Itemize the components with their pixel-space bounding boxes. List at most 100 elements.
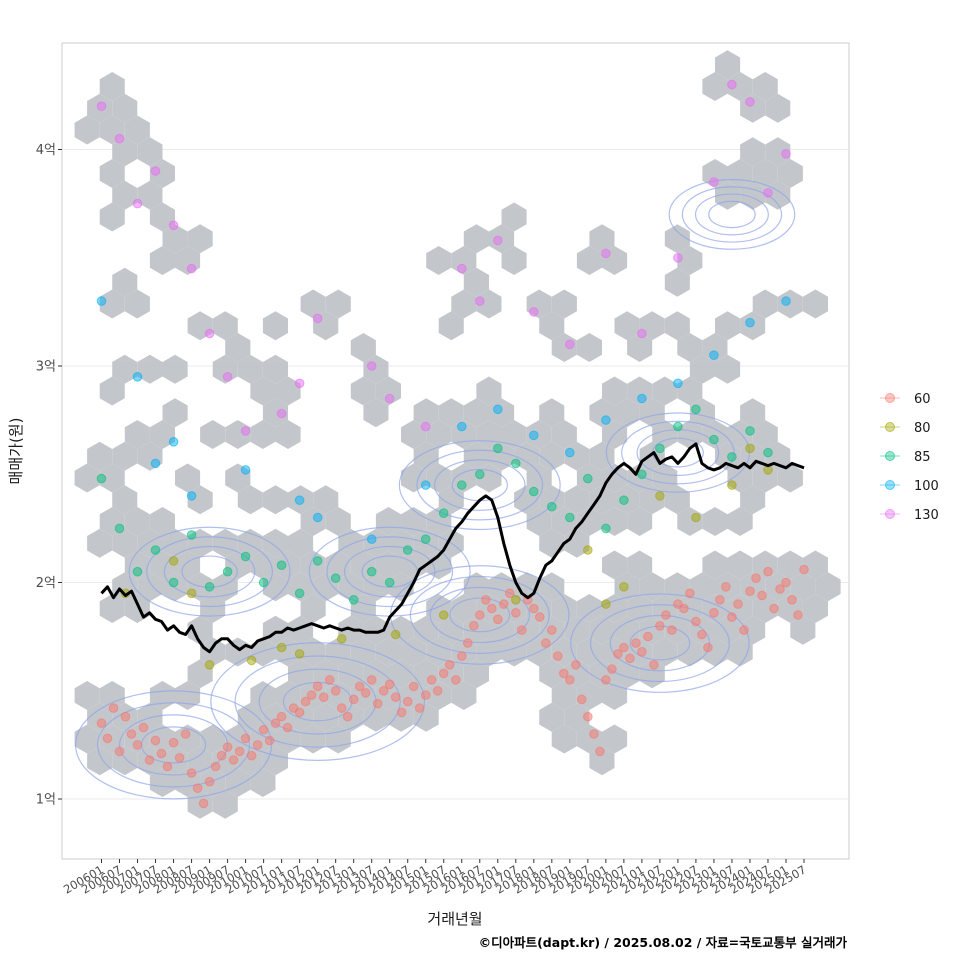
data-point-60: [475, 610, 485, 620]
hexbin-cell: [300, 289, 326, 319]
hexbin-cell: [250, 768, 276, 797]
hexbin-cell: [124, 507, 150, 536]
contour-line: [210, 642, 426, 761]
data-point-60: [721, 582, 731, 592]
hexbin-cell: [426, 681, 452, 710]
hexbin-cell: [702, 550, 728, 580]
data-point-85: [619, 495, 629, 506]
hexbin-cell: [162, 354, 188, 384]
hexbin-cell: [200, 420, 226, 449]
hexbin-cell: [388, 702, 414, 732]
x-axis-title: 거래년월: [427, 910, 482, 928]
hexbin-cell: [715, 615, 741, 645]
data-point-60: [432, 686, 443, 696]
hexbin-cell: [727, 507, 753, 536]
data-point-60: [685, 588, 695, 599]
data-point-60: [222, 742, 233, 752]
data-point-60: [144, 755, 155, 765]
hexbin-cell: [564, 615, 590, 645]
data-point-80: [186, 588, 197, 599]
hexbin-cell: [802, 594, 828, 623]
data-point-85: [294, 588, 305, 599]
hexbin-cell: [250, 681, 276, 710]
hexbin-cell: [149, 246, 175, 275]
hexbin-cell: [426, 246, 452, 275]
hexbin-cell: [137, 354, 163, 384]
data-point-60: [198, 798, 209, 809]
hexbin-cell: [752, 594, 778, 623]
data-point-60: [511, 608, 521, 618]
hexbin-cell: [149, 202, 175, 232]
hexbin-cell: [401, 420, 427, 449]
hexbin-cell: [752, 289, 778, 319]
hexbin-cell: [589, 615, 615, 645]
data-point-130: [366, 361, 377, 371]
hexbin-cell: [124, 420, 150, 449]
data-point-60: [793, 610, 803, 620]
data-point-60: [679, 603, 689, 614]
hexbin-cell: [275, 550, 301, 580]
data-point-85: [457, 480, 467, 490]
data-point-60: [643, 631, 653, 642]
hexbin-cell: [200, 724, 226, 754]
data-point-130: [186, 263, 197, 274]
data-point-60: [493, 614, 503, 625]
hexbin-cell: [539, 398, 565, 428]
hexbin-cell: [740, 615, 766, 645]
hexbin-cell: [576, 637, 602, 667]
data-point-60: [547, 625, 557, 635]
hexbin-cell: [438, 398, 464, 428]
hexbin-cell: [99, 463, 125, 493]
data-point-60: [481, 595, 491, 605]
hexbin-cell: [539, 441, 565, 471]
hexbin-cell: [677, 333, 703, 362]
hexbin-cell: [539, 311, 565, 341]
data-point-60: [469, 621, 479, 631]
hexbin-cell: [551, 724, 577, 754]
hexbin-cell: [501, 202, 527, 232]
data-point-130: [475, 296, 485, 306]
data-point-60: [378, 686, 389, 696]
hexbin-cell: [149, 550, 175, 580]
hexbin-cell: [237, 746, 263, 776]
legend-key-point: [885, 480, 895, 490]
hexbin-cell: [627, 550, 653, 580]
data-point-100: [294, 495, 305, 506]
hexbin-cell: [576, 333, 602, 362]
hexbin-cell: [476, 376, 502, 406]
data-point-60: [360, 688, 371, 698]
hexbin-cell: [426, 637, 452, 667]
contour-line: [621, 420, 735, 485]
hexbin-cell: [262, 354, 288, 384]
data-point-130: [384, 393, 395, 404]
data-point-60: [781, 577, 791, 588]
hexbin-cell: [765, 137, 791, 167]
hexbin-cell: [451, 289, 477, 319]
hexbin-cell: [112, 485, 138, 515]
data-point-60: [517, 625, 527, 635]
data-point-80: [336, 634, 347, 644]
data-point-100: [150, 458, 161, 469]
hexbin-cell: [112, 572, 138, 602]
hexbin-cell: [752, 420, 778, 449]
data-point-85: [565, 512, 575, 523]
legend-key-point: [885, 422, 895, 432]
hexbin-cell: [112, 354, 138, 384]
hexbin-cell: [350, 637, 376, 667]
hexbin-cell: [589, 224, 615, 254]
data-point-85: [727, 452, 737, 462]
y-axis-title: 매매가(원): [7, 418, 25, 485]
hexbin-cell: [677, 637, 703, 667]
data-point-60: [595, 746, 605, 757]
data-point-130: [222, 372, 233, 382]
data-point-60: [751, 573, 761, 584]
data-point-60: [715, 595, 725, 605]
data-point-60: [258, 724, 269, 735]
data-point-60: [607, 664, 617, 674]
hexbin-cell: [702, 333, 728, 362]
data-point-60: [252, 740, 263, 750]
data-point-80: [276, 642, 287, 653]
data-point-130: [168, 220, 179, 231]
hexbin-cell: [652, 420, 678, 449]
hexbin-cell: [463, 572, 489, 602]
